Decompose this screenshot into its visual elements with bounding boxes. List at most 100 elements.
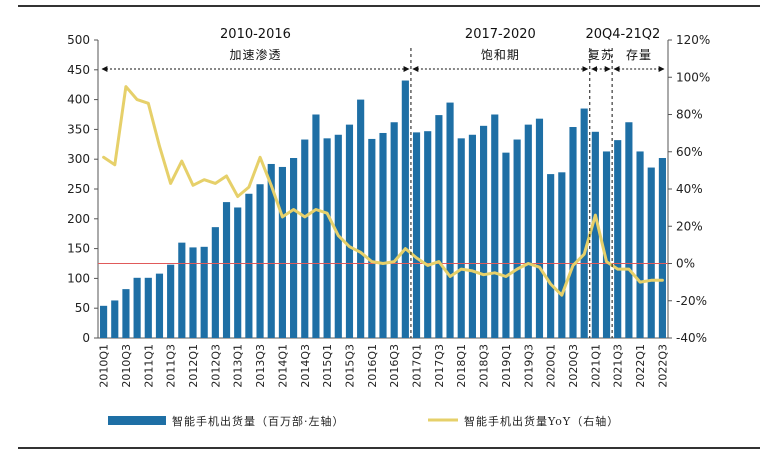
bar [256, 184, 264, 338]
x-tick-label: 2014Q1 [276, 344, 289, 388]
x-tick-label: 2018Q1 [455, 344, 468, 388]
period-name: 20Q4-21Q2 [585, 27, 660, 42]
y-left-tick-label: 250 [67, 182, 90, 196]
bar [155, 273, 164, 338]
legend-bar-label: 智能手机出货量（百万部·左轴） [172, 414, 345, 428]
legend-bar-swatch [108, 416, 166, 425]
bar [468, 134, 476, 338]
bar [357, 99, 365, 338]
x-tick-label: 2010Q1 [98, 344, 111, 388]
bar [502, 152, 510, 338]
x-tick-label: 2019Q1 [500, 344, 513, 388]
bar [591, 131, 599, 338]
y-left-tick-label: 350 [67, 122, 90, 136]
x-tick-label: 2022Q1 [634, 344, 647, 388]
x-tick-label: 2018Q3 [478, 344, 491, 388]
y-right-tick-label: 40% [676, 182, 703, 196]
x-tick-label: 2013Q1 [232, 344, 245, 388]
y-left-tick-label: 400 [67, 93, 90, 107]
bar [267, 163, 275, 338]
bar [245, 193, 253, 338]
bar [290, 158, 298, 338]
bar [491, 114, 499, 338]
bar [100, 305, 108, 338]
bar [412, 132, 421, 338]
bar [535, 118, 544, 338]
x-tick-label: 2011Q3 [165, 344, 178, 388]
bar [323, 138, 331, 338]
x-tick-label: 2011Q1 [142, 344, 155, 388]
bar [211, 227, 219, 338]
bar [390, 122, 398, 338]
period-name: 2017-2020 [465, 27, 536, 42]
y-left-tick-label: 200 [67, 212, 90, 226]
y-right-tick-label: -20% [676, 294, 707, 308]
bar [558, 172, 566, 338]
bar [200, 246, 208, 338]
y-left-tick-label: 500 [67, 33, 90, 47]
bar [144, 277, 152, 338]
x-tick-label: 2010Q3 [120, 344, 133, 388]
x-tick-label: 2020Q3 [567, 344, 580, 388]
period-label: 加速渗透 [229, 47, 281, 62]
bar [457, 138, 465, 338]
bar [401, 80, 409, 338]
bar [368, 138, 376, 338]
y-right-tick-label: 100% [676, 70, 710, 84]
period-label: 饱和期 [481, 47, 520, 62]
x-tick-label: 2015Q1 [321, 344, 334, 388]
x-tick-label: 2020Q1 [545, 344, 558, 388]
bar [189, 247, 197, 338]
y-left-tick-label: 50 [75, 301, 90, 315]
bar [569, 127, 577, 339]
x-tick-label: 2019Q3 [522, 344, 535, 388]
y-right-tick-label: -40% [676, 331, 707, 345]
bar [133, 277, 141, 338]
x-tick-label: 2016Q1 [366, 344, 379, 388]
x-tick-label: 2012Q3 [209, 344, 222, 388]
period-label: 复苏 [588, 48, 614, 62]
bar [222, 202, 231, 338]
x-tick-label: 2013Q3 [254, 344, 267, 388]
bar [301, 139, 309, 338]
x-tick-label: 2017Q1 [411, 344, 424, 388]
x-tick-label: 2016Q3 [388, 344, 401, 388]
y-left-tick-label: 0 [82, 331, 90, 345]
x-tick-label: 2022Q3 [656, 344, 669, 388]
bar [647, 167, 655, 338]
x-tick-label: 2014Q3 [299, 344, 312, 388]
bar [379, 132, 387, 338]
bar [435, 115, 443, 338]
x-tick-label: 2015Q3 [343, 344, 356, 388]
legend-line-label: 智能手机出货量YoY（右轴） [464, 414, 619, 428]
bar [234, 207, 242, 338]
y-right-tick-label: 80% [676, 108, 703, 122]
bar [111, 300, 119, 338]
x-tick-label: 2021Q1 [589, 344, 602, 388]
bar [658, 158, 666, 338]
bar [547, 174, 555, 338]
legend: 智能手机出货量（百万部·左轴） 智能手机出货量YoY（右轴） [108, 414, 619, 428]
y-right-tick-label: 120% [676, 33, 710, 47]
bar [580, 108, 588, 338]
y-right-tick-label: 20% [676, 219, 703, 233]
bar [424, 131, 432, 338]
plot-area: 0 50 100 150 200 250 300 350 400 450 500 -40% -20% 0%… [67, 27, 710, 388]
bar [513, 139, 521, 338]
bar [122, 289, 130, 338]
bar [480, 125, 488, 338]
y-left-tick-label: 450 [67, 63, 90, 77]
bar [636, 151, 644, 338]
bar [446, 102, 454, 338]
y-right-tick-label: 60% [676, 145, 703, 159]
bar [614, 140, 622, 338]
period-name: 2010-2016 [220, 27, 291, 42]
yoy-line [102, 85, 664, 297]
y-left-tick-label: 100 [67, 271, 90, 285]
bar [178, 242, 186, 338]
y-left-tick-label: 150 [67, 242, 90, 256]
bar [167, 264, 175, 338]
x-tick-label: 2012Q1 [187, 344, 200, 388]
